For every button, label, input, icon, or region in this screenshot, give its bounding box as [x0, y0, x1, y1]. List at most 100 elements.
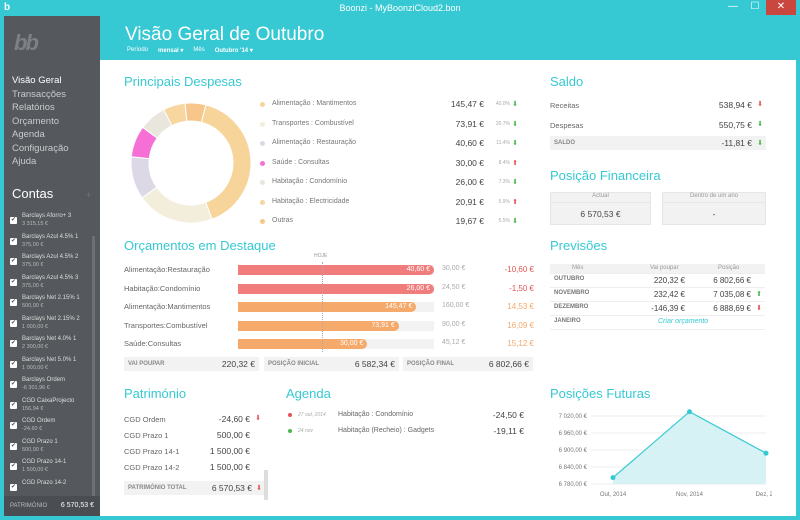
budget-row[interactable]: Alimentação:Restauração 40,60 € 30,00 € -10… — [124, 265, 534, 277]
budget-row[interactable]: Alimentação:Mantimentos 145,47 € 160,00 € 1… — [124, 302, 534, 314]
nav-item-transaccoes[interactable]: Transacções — [12, 88, 67, 100]
legend-dot-icon — [260, 199, 265, 205]
posicao-final-box: POSIÇÃO FINAL 6 802,66 € — [403, 357, 533, 371]
checkbox-icon[interactable]: ✔ — [10, 360, 17, 368]
account-item[interactable]: ✔ Barclays Azul 4.5% 2 375,00 € — [8, 253, 94, 274]
x-tick-label: Nov, 2014 — [676, 492, 704, 498]
boonzi-app-icon: b — [4, 2, 11, 13]
expense-percent: 7.3% — [498, 179, 510, 185]
account-list-scrollbar[interactable] — [92, 236, 95, 496]
checkbox-icon[interactable]: ✔ — [10, 483, 17, 491]
nav-item-relatorios[interactable]: Relatórios — [12, 102, 55, 113]
expense-row[interactable]: Transportes : Combustível 73,91 € 20.7% ⬇ — [260, 119, 520, 132]
donut-slice[interactable] — [200, 104, 252, 220]
close-button[interactable]: ✕ — [766, 0, 796, 15]
expense-row[interactable]: Habitação : Condomínio 26,00 € 7.3% ⬇ — [260, 177, 520, 190]
posicao-inicial-box: POSIÇÃO INICIAL 6 582,34 € — [264, 357, 399, 371]
budget-diff: 14,53 € — [507, 302, 534, 311]
agenda-label: Habitação (Recheio) : Gadgets — [338, 427, 435, 434]
data-point[interactable] — [687, 409, 692, 415]
account-value: 2 300,00 € — [22, 344, 48, 350]
account-item[interactable]: ✔ CGD Prazo 14-2 — [8, 479, 94, 495]
expense-label: Outras — [272, 217, 294, 224]
nav-item-configuracao[interactable]: Configuração — [12, 142, 69, 154]
donut-slice[interactable] — [141, 186, 213, 224]
expense-percent: 20.7% — [495, 120, 510, 127]
maximize-button[interactable]: ☐ — [750, 1, 760, 12]
checkbox-icon[interactable]: ✔ — [10, 237, 17, 245]
posicao-final-value: 6 802,66 € — [488, 359, 529, 369]
budget-row[interactable]: Habitação:Condomínio 26,00 € 24,50 € -1,50 … — [124, 283, 534, 296]
checkbox-icon[interactable]: ✔ — [10, 340, 17, 347]
trend-arrow-icon: ⬇ — [512, 120, 518, 128]
agenda-row[interactable]: 24 nov Habitação (Recheio) : Gadgets -19,1… — [288, 426, 524, 440]
expense-row[interactable]: Outras 19,67 € 5.5% ⬇ — [260, 216, 520, 229]
vai-poupar-box: VAI POUPAR 220,32 € — [124, 357, 259, 371]
periodo-dropdown[interactable]: mensal ▾ — [158, 48, 184, 54]
checkbox-icon[interactable]: ✔ — [10, 401, 17, 409]
despesas-title: Principais Despesas — [124, 74, 242, 89]
checkbox-icon[interactable]: ✔ — [10, 381, 17, 388]
checkbox-icon[interactable]: ✔ — [10, 442, 17, 450]
account-item[interactable]: ✔ Barclays Azul 4.5% 1 375,00 € — [8, 233, 94, 254]
patrimonio-row[interactable]: CGD Ordem -24,60 € ⬇ — [124, 413, 264, 427]
budget-row[interactable]: Transportes:Combustível 73,91 € 90,00 € 16,… — [124, 320, 534, 333]
mes-dropdown[interactable]: Outubro '14 ▾ — [214, 48, 253, 54]
account-value: 375,00 € — [22, 262, 44, 268]
patrimonio-row[interactable]: CGD Prazo 14-2 1 500,00 € — [124, 461, 264, 475]
col-posicao-header: Posição — [718, 265, 740, 271]
budget-row[interactable]: Saúde:Consultas 30,00 € 45,12 € 15,12 € — [124, 339, 534, 351]
expense-row[interactable]: Habitação : Electricidade 20,91 € 5.9% ⬆ — [260, 197, 520, 210]
account-item[interactable]: ✔ CGD Prazo 14-1 1 500,00 € — [8, 458, 94, 479]
account-item[interactable]: ✔ Barclays Net 2.15% 1 500,00 € — [8, 294, 94, 315]
expense-row[interactable]: Alimentação : Mantimentos 145,47 € 40.0% ⬇ — [260, 99, 520, 112]
checkbox-icon[interactable]: ✔ — [10, 299, 17, 306]
budget-label: Saúde:Consultas — [124, 339, 182, 348]
previsoes-vai-poupar: -146,39 € — [651, 304, 685, 313]
minimize-button[interactable]: — — [728, 1, 738, 12]
account-name: Barclays Ordem — [22, 377, 66, 383]
patrimonio-account-label: CGD Prazo 1 — [124, 431, 169, 440]
nav-item-agenda[interactable]: Agenda — [12, 129, 45, 140]
previsoes-table: Mês Vai poupar Posição OUTUBRO 220,32 € 6 … — [550, 264, 765, 330]
criar-orcamento-link[interactable]: Criar orçamento — [658, 318, 709, 325]
account-item[interactable]: ✔ Barclays Ordem -6 301,96 € — [8, 376, 94, 397]
budget-spent: 73,91 € — [371, 321, 395, 329]
checkbox-icon[interactable]: ✔ — [10, 258, 17, 265]
page-header: Visão Geral de Outubro Período mensal ▾ … — [100, 16, 796, 60]
account-item[interactable]: ✔ Barclays Aforro+ 3 3 315,15 € — [8, 212, 94, 233]
previsoes-posicao: 6 888,69 € — [713, 304, 751, 313]
account-item[interactable]: ✔ CGD CaixaProjecto 156,94 € — [8, 397, 94, 418]
account-name: Barclays Net 2.15% 2 — [22, 315, 80, 322]
agenda-row[interactable]: 27 out, 2014 Habitação : Condomínio -24,50… — [288, 410, 524, 424]
budget-spent: 40,60 € — [406, 266, 430, 273]
despesas-value: 550,75 € — [718, 120, 752, 130]
account-item[interactable]: ✔ Barclays Azul 4.5% 3 375,00 € — [8, 274, 94, 295]
nav-item-orcamento[interactable]: Orçamento — [12, 115, 59, 127]
nav-item-ajuda[interactable]: Ajuda — [12, 156, 37, 167]
previsoes-rows: OUTUBRO 220,32 € 6 802,66 € NOVEMBRO 232,42 … — [550, 274, 765, 316]
account-item[interactable]: ✔ CGD Ordem -24,60 € — [8, 417, 94, 438]
add-account-button[interactable]: + — [86, 190, 92, 200]
checkbox-icon[interactable]: ✔ — [10, 319, 17, 327]
account-item[interactable]: ✔ Barclays Net 4.0% 1 2 300,00 € — [8, 335, 94, 356]
patrimonio-row[interactable]: CGD Prazo 1 500,00 € — [124, 429, 264, 443]
checkbox-icon[interactable]: ✔ — [10, 422, 17, 429]
expense-row[interactable]: Alimentação : Restauração 40,60 € 11.4% ⬇ — [260, 138, 520, 151]
data-point[interactable] — [610, 475, 616, 481]
patrimonio-account-label: CGD Prazo 14-1 — [124, 447, 180, 456]
checkbox-icon[interactable]: ✔ — [10, 278, 17, 286]
account-name: Barclays Net 4.0% 1 — [22, 336, 77, 342]
data-point[interactable] — [763, 450, 769, 456]
patrimonio-row[interactable]: CGD Prazo 14-1 1 500,00 € — [124, 445, 264, 459]
sidebar-patrimonio-footer: PATRIMÓNIO 6 570,53 € — [4, 496, 100, 516]
checkbox-icon[interactable]: ✔ — [10, 463, 17, 470]
expense-row[interactable]: Saúde : Consultas 30,00 € 8.4% ⬆ — [260, 158, 520, 171]
patrimonio-scrollbar[interactable] — [264, 470, 268, 500]
donut-slice[interactable] — [184, 102, 207, 123]
nav-item-visao-geral[interactable]: Visão Geral — [12, 75, 62, 86]
checkbox-icon[interactable]: ✔ — [10, 217, 17, 224]
account-item[interactable]: ✔ CGD Prazo 1 500,00 € — [8, 438, 94, 459]
